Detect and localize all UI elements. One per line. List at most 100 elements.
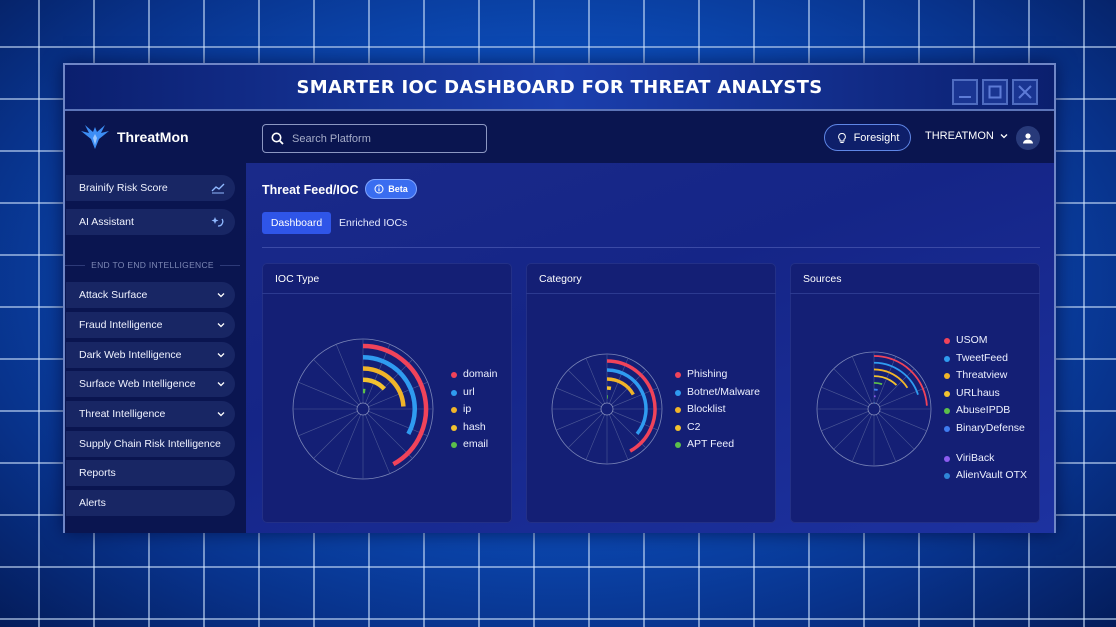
legend-label: APT Feed [687,438,735,450]
grid-spoke [367,413,413,459]
legend-item[interactable]: domain [451,368,497,386]
grid-spoke [585,414,605,460]
legend-dot [451,389,457,396]
tab-dashboard[interactable]: Dashboard [262,212,331,234]
card-title: Sources [803,273,842,285]
grid-spoke [567,413,603,449]
sidebar-item-label: Reports [79,467,116,479]
search-box[interactable] [262,124,487,153]
sidebar-item-supply-chain-risk-intelligence[interactable]: Supply Chain Risk Intelligence [66,431,235,457]
legend-item[interactable]: Blocklist [675,403,760,421]
divider [790,293,1040,294]
tab-enriched-iocs[interactable]: Enriched IOCs [339,217,408,229]
legend-item[interactable]: ViriBack [944,452,1032,470]
legend-item[interactable]: hash [451,421,497,439]
legend-dot [675,407,681,413]
grid-spoke [609,414,629,460]
legend-label: ip [463,403,472,415]
legend-item[interactable]: url [451,386,497,404]
legend-item[interactable]: email [451,438,497,456]
radial-bar-abuseipdb [873,381,883,386]
minimize-button[interactable] [952,79,978,105]
banner-title: SMARTER IOC DASHBOARD FOR THREAT ANALYST… [296,76,823,98]
maximize-button[interactable] [982,79,1008,105]
chevron-down-icon [217,382,225,387]
sidebar-item-alerts[interactable]: Alerts [66,490,235,516]
radial-bar-usom [873,355,928,406]
sidebar-item-label: Threat Intelligence [79,408,166,420]
legend-item[interactable]: C2 [675,421,760,439]
sidebar-item-dark-web-intelligence[interactable]: Dark Web Intelligence [66,342,235,368]
legend-item[interactable]: Botnet/Malware [675,386,760,404]
legend-dot [944,408,950,414]
legend-dot [675,442,681,448]
grid-spoke [367,359,413,405]
legend-label: ViriBack [956,451,995,464]
sidebar-item-attack-surface[interactable]: Attack Surface [66,282,235,308]
search-icon [271,132,284,145]
sources-chart [816,351,932,467]
sidebar-item-label: Dark Web Intelligence [79,349,182,361]
legend-label: url [463,385,475,398]
close-icon [1018,85,1032,99]
legend-label: TweetFeed [956,351,1008,364]
divider [262,293,512,294]
grid-spoke [368,411,428,437]
legend-item[interactable]: USOM [944,334,1032,352]
grid-spoke [833,413,870,450]
legend-label: Blocklist [687,403,726,415]
radial-bar-threatview [873,368,909,389]
banner-titlebar: SMARTER IOC DASHBOARD FOR THREAT ANALYST… [65,65,1054,111]
legend-dot [944,338,950,344]
grid-spoke [298,411,358,437]
logo[interactable]: ThreatMon [79,123,189,151]
ioc-type-chart [292,338,434,480]
legend-item[interactable]: BinaryDefense [944,422,1032,452]
foresight-button[interactable]: Foresight [824,124,911,151]
legend-label: domain [463,368,498,380]
chevron-down-icon [217,412,225,417]
legend-item[interactable]: Threatview [944,369,1032,387]
legend-item[interactable]: AlienVault OTX [944,469,1032,499]
sidebar-item-threat-intelligence[interactable]: Threat Intelligence [66,401,235,427]
chevron-down-icon [217,323,225,328]
sidebar-item-label: Alerts [79,497,106,509]
threatmon-logo-icon [81,125,109,149]
sidebar-item-ai-assistant[interactable]: AI Assistant [66,209,235,235]
sidebar-item-reports[interactable]: Reports [66,460,235,486]
legend-label: USOM [956,334,988,346]
grid-spoke [851,414,872,462]
sidebar-item-brainify-risk-score[interactable]: Brainify Risk Score [66,175,235,201]
grid-spoke [879,386,927,407]
grid-spoke [335,414,361,474]
minimize-icon [959,96,971,98]
lightbulb-icon [837,132,846,143]
legend-dot [944,355,950,362]
close-button[interactable] [1012,79,1038,105]
grid-spoke [821,386,869,407]
legend-item[interactable]: APT Feed [675,438,760,456]
sidebar-item-fraud-intelligence[interactable]: Fraud Intelligence [66,312,235,338]
category-legend: Phishing Botnet/Malware Blocklist C2 APT Fee… [675,368,760,456]
grid-spoke [335,344,361,404]
account-menu[interactable]: THREATMON [925,130,1008,142]
legend-label: AlienVault OTX [956,469,1028,481]
search-input[interactable] [292,132,472,145]
sidebar-item-surface-web-intelligence[interactable]: Surface Web Intelligence [66,371,235,397]
chevron-down-icon [217,293,225,298]
legend-dot [944,473,950,479]
legend-item[interactable]: ip [451,403,497,421]
card-title: IOC Type [275,273,320,285]
trend-chart-icon [211,183,225,194]
legend-label: Phishing [687,368,728,380]
avatar[interactable] [1016,126,1040,150]
sources-legend: USOM TweetFeed Threatview URLhaus AbuseIPDB B… [944,334,1032,499]
legend-item[interactable]: AbuseIPDB [944,404,1032,422]
legend-item[interactable]: TweetFeed [944,352,1032,370]
sidebar-item-label: AI Assistant [79,216,134,228]
legend-label: hash [463,420,486,433]
ai-sparkle-icon [211,217,224,227]
legend-item[interactable]: URLhaus [944,387,1032,405]
grid-spoke [313,413,359,459]
legend-item[interactable]: Phishing [675,368,760,386]
